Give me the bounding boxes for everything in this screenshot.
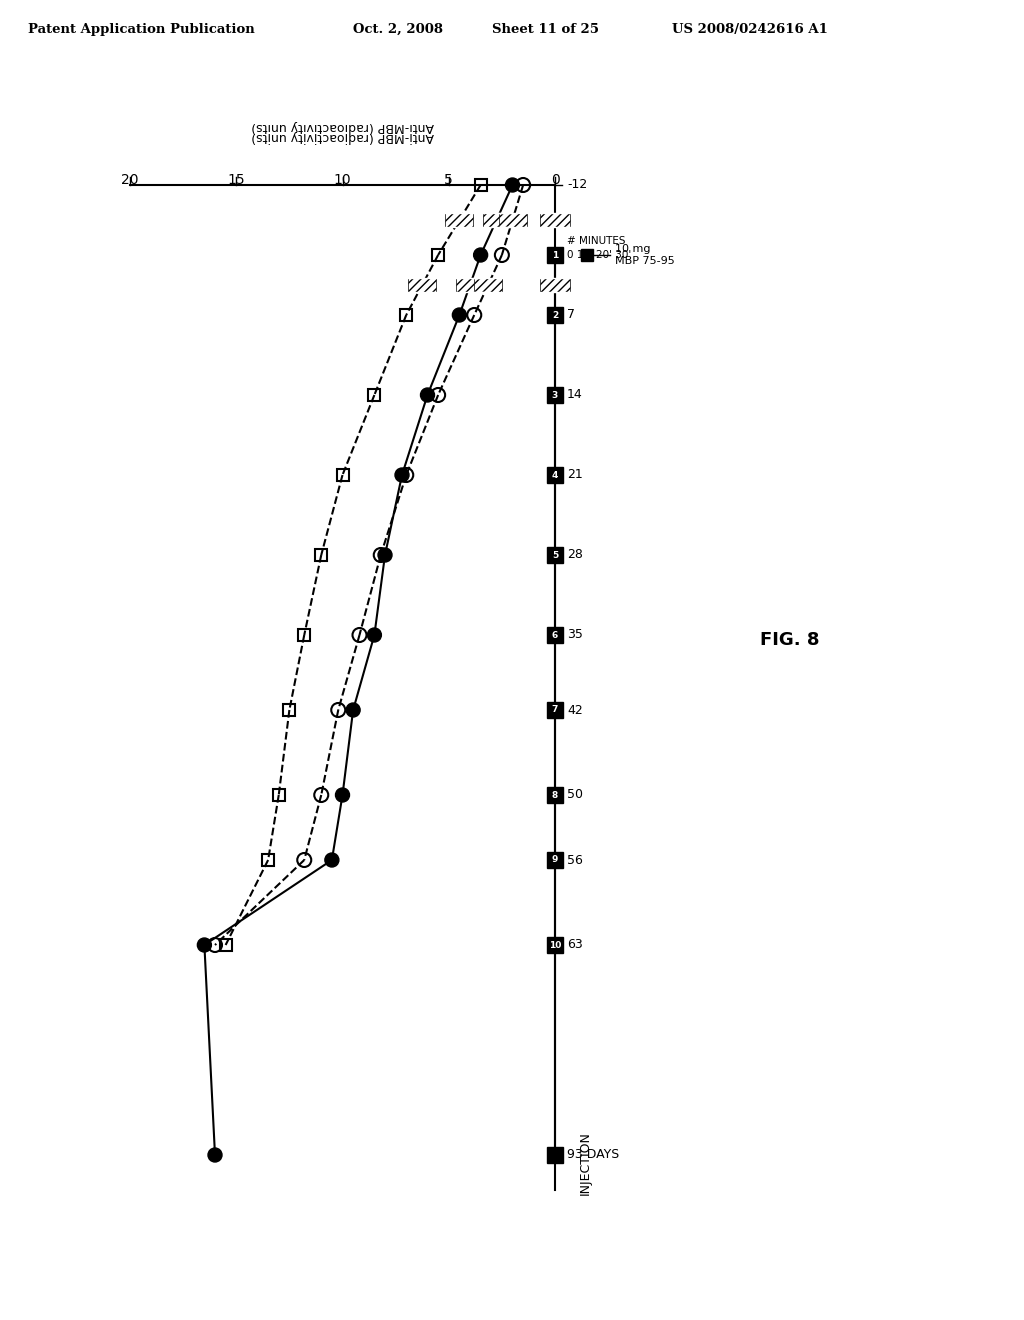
Circle shape xyxy=(395,469,409,482)
Circle shape xyxy=(336,788,349,803)
Text: 21: 21 xyxy=(567,469,583,482)
Bar xyxy=(547,1147,563,1163)
Text: 56: 56 xyxy=(567,854,583,866)
Text: Sheet 11 of 25: Sheet 11 of 25 xyxy=(492,22,599,36)
Text: 5: 5 xyxy=(552,550,558,560)
Bar xyxy=(547,702,563,718)
Text: Anti-MBP (radioactivity units): Anti-MBP (radioactivity units) xyxy=(251,120,434,133)
Text: 20: 20 xyxy=(121,173,138,187)
Text: 10: 10 xyxy=(549,940,561,949)
Text: FIG. 8: FIG. 8 xyxy=(760,631,820,649)
Bar xyxy=(547,308,563,323)
Text: 28: 28 xyxy=(567,549,583,561)
Circle shape xyxy=(506,178,519,191)
Text: 7: 7 xyxy=(552,705,558,714)
Bar xyxy=(369,389,380,401)
Text: 35: 35 xyxy=(567,628,583,642)
Bar xyxy=(547,247,563,263)
Text: # MINUTES: # MINUTES xyxy=(567,236,626,246)
Text: 0: 0 xyxy=(551,173,559,187)
Text: 15: 15 xyxy=(227,173,245,187)
Text: INJECTION: INJECTION xyxy=(579,1131,592,1195)
Bar xyxy=(547,467,563,483)
Circle shape xyxy=(421,388,434,403)
Bar xyxy=(540,213,570,227)
Text: 42: 42 xyxy=(567,704,583,717)
Text: 10: 10 xyxy=(334,173,351,187)
Bar xyxy=(409,279,436,292)
Text: 4: 4 xyxy=(552,470,558,479)
Bar xyxy=(547,787,563,803)
Text: 10 mg
MBP 75-95: 10 mg MBP 75-95 xyxy=(615,244,675,265)
Text: 93 DAYS: 93 DAYS xyxy=(567,1148,620,1162)
Bar xyxy=(445,213,473,227)
Circle shape xyxy=(368,628,381,642)
Bar xyxy=(432,249,444,261)
Text: 14: 14 xyxy=(567,388,583,401)
Bar xyxy=(262,854,274,866)
Text: 50: 50 xyxy=(567,788,583,801)
Text: 63: 63 xyxy=(567,939,583,952)
Bar xyxy=(474,279,502,292)
Text: 5: 5 xyxy=(444,173,454,187)
Circle shape xyxy=(325,853,339,867)
Text: 1: 1 xyxy=(552,251,558,260)
Text: 3: 3 xyxy=(552,391,558,400)
Bar xyxy=(499,213,526,227)
Text: 8: 8 xyxy=(552,791,558,800)
Bar xyxy=(581,249,593,261)
Bar xyxy=(219,939,231,950)
Bar xyxy=(482,213,511,227)
Text: 6: 6 xyxy=(552,631,558,639)
Text: Anti-MBP (radioactivity units): Anti-MBP (radioactivity units) xyxy=(251,129,434,143)
Circle shape xyxy=(208,1148,222,1162)
Circle shape xyxy=(474,248,487,261)
Text: 9: 9 xyxy=(552,855,558,865)
Bar xyxy=(272,789,285,801)
Circle shape xyxy=(453,308,466,322)
Text: 7: 7 xyxy=(567,309,575,322)
Text: -12: -12 xyxy=(567,178,587,191)
Circle shape xyxy=(346,704,360,717)
Circle shape xyxy=(378,548,392,562)
Bar xyxy=(547,627,563,643)
Bar xyxy=(456,279,484,292)
Bar xyxy=(284,704,295,715)
Bar xyxy=(540,279,570,292)
Bar xyxy=(547,546,563,564)
Text: 0 10' 20' 30': 0 10' 20' 30' xyxy=(567,249,631,260)
Bar xyxy=(315,549,328,561)
Bar xyxy=(547,937,563,953)
Text: US 2008/0242616 A1: US 2008/0242616 A1 xyxy=(672,22,827,36)
Bar xyxy=(337,469,348,480)
Bar xyxy=(400,309,413,321)
Bar xyxy=(547,851,563,869)
Text: Patent Application Publication: Patent Application Publication xyxy=(28,22,255,36)
Bar xyxy=(298,630,310,642)
Circle shape xyxy=(198,939,211,952)
Bar xyxy=(475,180,486,191)
Text: 2: 2 xyxy=(552,310,558,319)
Text: Oct. 2, 2008: Oct. 2, 2008 xyxy=(353,22,443,36)
Bar xyxy=(547,387,563,403)
